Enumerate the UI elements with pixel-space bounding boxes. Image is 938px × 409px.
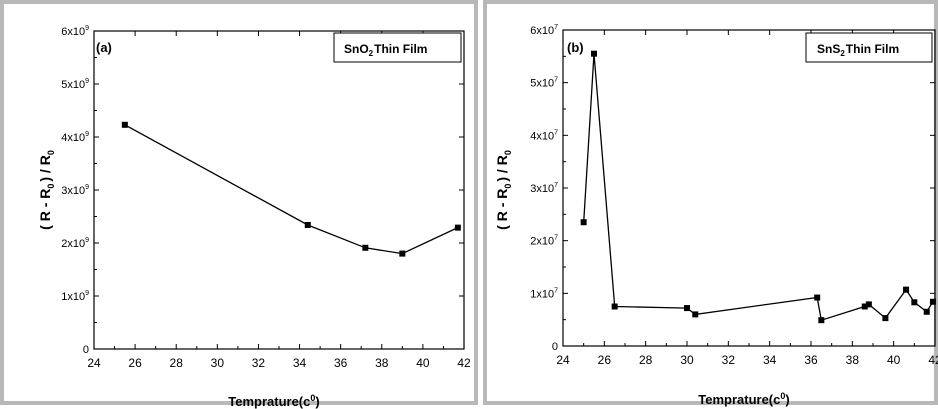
data-point-b (865, 301, 872, 308)
data-point-b (903, 286, 910, 293)
data-point-b (818, 317, 825, 324)
y-tick-label-b: 6x107 (530, 24, 558, 37)
plot-frame-a (93, 30, 465, 350)
x-tick-label-a: 38 (375, 356, 389, 370)
chart-a-axes: 24 26 28 30 32 34 36 38 40 42 0 1x109 2x109 3x109 4x10… (61, 25, 471, 370)
chart-b-svg: 24 26 28 30 32 34 36 38 40 42 0 1x107 2x107 3x107 4x10… (494, 24, 938, 407)
y-tick-label-a: 4x109 (61, 131, 89, 144)
legend-a: SnO2Thin Film (333, 32, 462, 63)
x-tick-label-a: 26 (128, 356, 142, 370)
chart-a-marks (121, 121, 461, 257)
x-axis-label-b: Temprature(c0) (698, 391, 789, 407)
data-point-b (580, 219, 587, 226)
data-point-b (911, 299, 918, 306)
series-line-b (583, 53, 934, 322)
data-point-b (814, 294, 821, 301)
y-tick-label-a: 3x109 (61, 184, 89, 197)
y-tick-label-b: 0 (552, 341, 558, 353)
legend-title-b-main: SnS (817, 42, 840, 56)
x-tick-label-b: 30 (680, 353, 694, 367)
x-tick-label-b: 42 (928, 353, 938, 367)
y-tick-label-b: 1x107 (530, 287, 558, 300)
x-tick-label-a: 30 (211, 356, 225, 370)
x-axis-label-a-main: Temprature(c (228, 394, 310, 409)
data-point-b (923, 308, 930, 315)
data-point-b (591, 50, 597, 57)
x-tick-label-b: 26 (598, 353, 612, 367)
chart-panel-b: 24 26 28 30 32 34 36 38 40 42 0 1x107 2x107 3x107 4x10… (483, 0, 938, 407)
y-axis-label-a: ( R - R0) / R0 (37, 150, 56, 230)
legend-title-a-tail: Thin Film (374, 42, 427, 56)
y-tick-label-a: 2x109 (61, 237, 89, 250)
data-point-a (362, 244, 369, 251)
data-point-b (861, 303, 868, 310)
x-tick-label-a: 36 (334, 356, 348, 370)
panel-label-a: (a) (96, 40, 112, 55)
x-axis-label-b-main: Temprature(c (698, 392, 780, 407)
data-point-b (611, 303, 618, 310)
y-tick-label-a: 5x109 (61, 78, 89, 91)
y-tick-label-a: 6x109 (61, 25, 89, 38)
data-point-a (399, 250, 406, 257)
data-point-b (684, 305, 690, 312)
y-tick-label-a: 1x109 (61, 290, 89, 303)
y-axis-label-b-sub2: 0 (503, 150, 513, 155)
y-axis-label-a-sub: 0 (46, 184, 56, 189)
data-point-a (121, 121, 128, 128)
legend-title-a-sub: 2 (369, 49, 374, 58)
chart-a-svg: 24 26 28 30 32 34 36 38 40 42 0 1x109 2x109 3x109 4x10… (37, 25, 471, 409)
x-tick-label-b: 28 (639, 353, 653, 367)
chart-b-axes: 24 26 28 30 32 34 36 38 40 42 0 1x107 2x107 3x107 4x10… (530, 24, 938, 367)
x-tick-label-b: 36 (804, 353, 818, 367)
legend-title-a: SnO2Thin Film (344, 42, 427, 58)
data-point-b (882, 315, 889, 322)
x-axis-label-b-sup: 0 (780, 391, 785, 401)
x-tick-label-a: 24 (87, 356, 101, 370)
legend-title-b-tail: Thin Film (846, 42, 899, 56)
x-tick-label-a: 32 (252, 356, 266, 370)
x-tick-label-a: 40 (416, 356, 430, 370)
y-axis-label-b: ( R - R0) / R0 (494, 150, 513, 230)
y-tick-label-b: 3x107 (530, 182, 558, 195)
x-axis-label-a-sup: 0 (310, 393, 315, 403)
y-tick-label-b: 5x107 (530, 77, 558, 90)
y-axis-label-a-mid: ) / R (37, 155, 53, 181)
x-tick-label-a: 34 (293, 356, 307, 370)
legend-title-a-main: SnO (344, 42, 369, 56)
data-point-a (454, 224, 461, 231)
legend-title-b-sub: 2 (840, 49, 845, 58)
x-tick-label-b: 38 (846, 353, 860, 367)
data-point-a (304, 221, 311, 228)
chart-b-marks (580, 50, 936, 324)
x-tick-label-b: 40 (887, 353, 901, 367)
y-axis-label-b-mid: ) / R (494, 155, 510, 181)
legend-title-b: SnS2Thin Film (817, 42, 899, 58)
data-point-b (929, 298, 936, 305)
y-axis-label-b-main: ( R - R (494, 189, 510, 230)
y-tick-label-b: 2x107 (530, 235, 558, 248)
y-tick-label-a: 0 (83, 344, 89, 356)
y-axis-label-a-sub2: 0 (46, 150, 56, 155)
x-tick-label-b: 32 (722, 353, 736, 367)
x-tick-label-a: 28 (170, 356, 184, 370)
x-axis-label-b-tail: ) (785, 392, 789, 407)
x-tick-label-b: 24 (556, 353, 570, 367)
series-line-a (124, 124, 459, 255)
plot-frame-b (562, 29, 936, 347)
legend-box-a (333, 32, 462, 63)
x-tick-label-a: 42 (457, 356, 471, 370)
x-axis-label-a: Temprature(c0) (228, 393, 319, 409)
y-axis-label-b-sub: 0 (503, 184, 513, 189)
x-axis-label-a-tail: ) (315, 394, 319, 409)
chart-panel-a: 24 26 28 30 32 34 36 38 40 42 0 1x109 2x109 3x109 4x10… (0, 0, 478, 409)
panel-label-b: (b) (567, 40, 584, 55)
y-axis-label-a-main: ( R - R (37, 189, 53, 230)
legend-box-b (805, 32, 933, 63)
x-tick-label-b: 34 (763, 353, 777, 367)
y-tick-label-b: 4x107 (530, 129, 558, 142)
legend-b: SnS2Thin Film (805, 32, 933, 63)
data-point-b (692, 311, 699, 318)
